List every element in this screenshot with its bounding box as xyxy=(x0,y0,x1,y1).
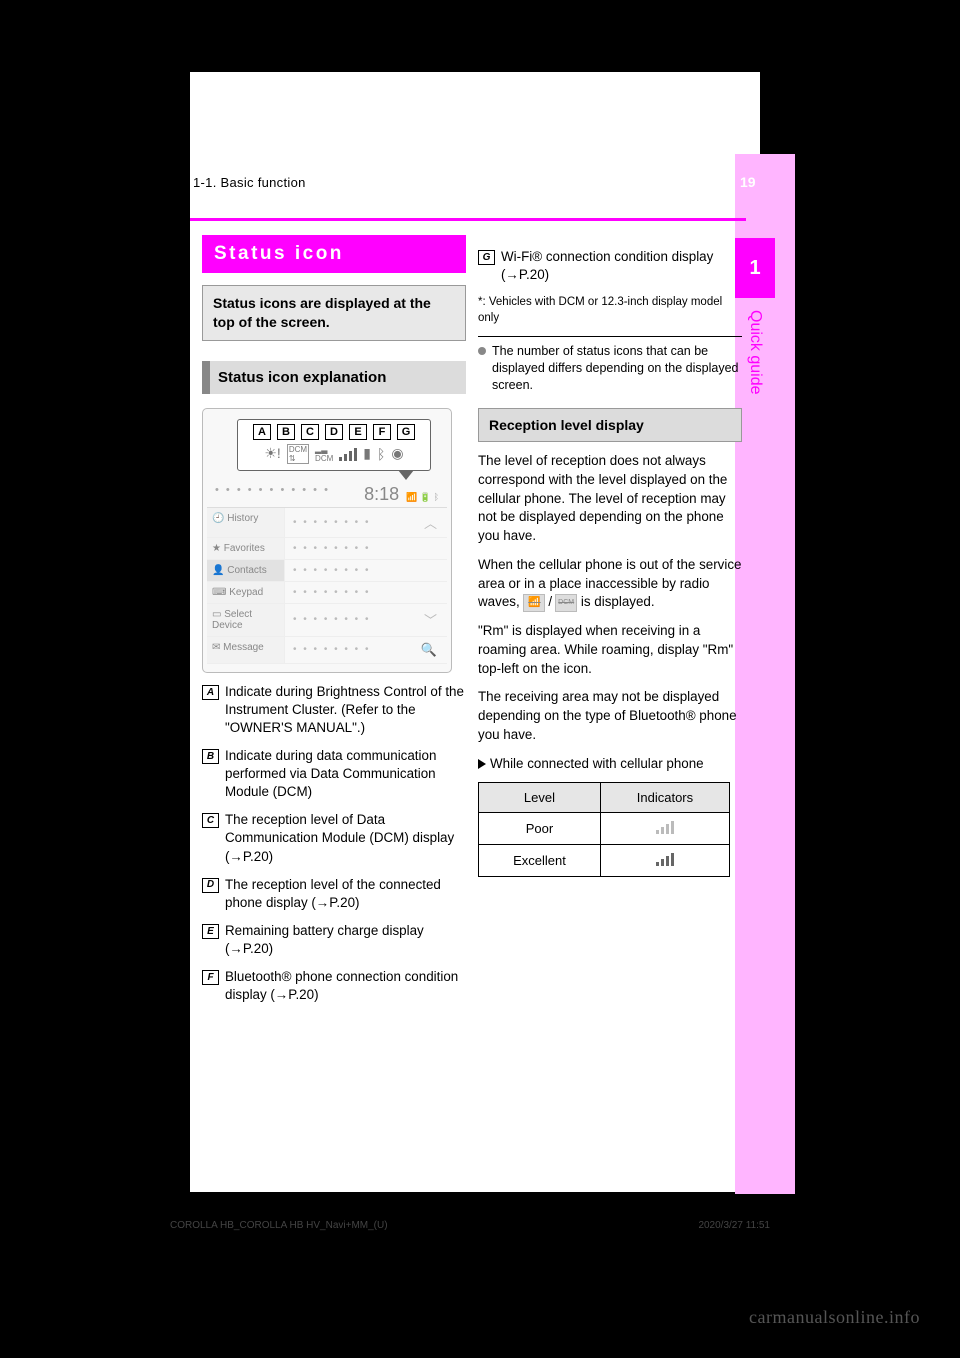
th-indicators: Indicators xyxy=(600,782,729,812)
table-header-row: Level Indicators xyxy=(479,782,730,812)
ss-statusbar: • • • • • • • • • • • 8:18 📶 🔋 ᛒ xyxy=(207,481,447,507)
th-level: Level xyxy=(479,782,601,812)
ss-row-keypad: ⌨ Keypad• • • • • • • • xyxy=(207,582,447,604)
signal-table: Level Indicators Poor Excellent xyxy=(478,782,730,877)
battery-icon: ▮ xyxy=(363,445,371,462)
def-e: ERemaining battery charge display (→P.20… xyxy=(202,922,466,958)
header-rule xyxy=(190,218,746,221)
footnote-g: *: Vehicles with DCM or 12.3-inch displa… xyxy=(478,294,742,326)
table-row: Poor xyxy=(479,812,730,844)
callout-letter: G xyxy=(397,424,415,440)
page-number: 19 xyxy=(740,174,756,190)
cell-indicator xyxy=(600,844,729,876)
ss-row-favorites: ★ Favorites• • • • • • • • xyxy=(207,538,447,560)
callout-box: A B C D E F G ☀︎! DCM⇅ ▂▃DCM ▮ ᛒ ◉ xyxy=(237,419,431,471)
cell-level: Excellent xyxy=(479,844,601,876)
ss-menu: 🕘 History• • • • • • • •︿ ★ Favorites• •… xyxy=(207,507,447,664)
reception-heading: Reception level display xyxy=(478,408,742,442)
dcm-signal-icon: ▂▃DCM xyxy=(315,445,333,463)
footer-right: 2020/3/27 11:51 xyxy=(698,1220,770,1231)
recv-para-3: "Rm" is displayed when receiving in a ro… xyxy=(478,622,742,678)
footer-left: COROLLA HB_COROLLA HB HV_Navi+MM_(U) xyxy=(170,1220,388,1231)
signal-icon xyxy=(339,447,357,461)
callout-labels: A B C D E F G xyxy=(244,424,424,440)
no-dcm-icon: DCM xyxy=(555,594,577,612)
def-a: AIndicate during Brightness Control of t… xyxy=(202,683,466,737)
no-signal-icon: 📶 xyxy=(523,594,545,612)
section-title: Status icon xyxy=(202,235,466,273)
def-c: CThe reception level of Data Communicati… xyxy=(202,811,466,865)
footer: COROLLA HB_COROLLA HB HV_Navi+MM_(U) 202… xyxy=(170,1220,770,1231)
def-d: DThe reception level of the connected ph… xyxy=(202,876,466,912)
ss-row-select-device: ▭ Select Device• • • • • • • •﹀ xyxy=(207,604,447,637)
def-f: FBluetooth® phone connection condition d… xyxy=(202,968,466,1004)
watermark: carmanualsonline.info xyxy=(749,1307,920,1328)
ss-row-message: ✉ Message• • • • • • • •🔍 xyxy=(207,637,447,664)
cell-level: Poor xyxy=(479,812,601,844)
recv-para-1: The level of reception does not always c… xyxy=(478,452,742,546)
brightness-icon: ☀︎! xyxy=(264,445,280,462)
def-b: BIndicate during data communication perf… xyxy=(202,747,466,801)
breadcrumb: 1-1. Basic function xyxy=(193,175,306,190)
recv-para-4: The receiving area may not be displayed … xyxy=(478,688,742,744)
cellular-heading: While connected with cellular phone xyxy=(478,755,742,774)
wifi-icon: ◉ xyxy=(391,445,403,462)
bluetooth-icon: ᛒ xyxy=(377,446,385,462)
ss-row-contacts: 👤 Contacts• • • • • • • • xyxy=(207,560,447,582)
ss-row-history: 🕘 History• • • • • • • •︿ xyxy=(207,508,447,538)
callout-letter: E xyxy=(349,424,367,440)
ui-screenshot: A B C D E F G ☀︎! DCM⇅ ▂▃DCM ▮ ᛒ ◉ • • •… xyxy=(202,408,452,673)
note-rule xyxy=(478,336,742,337)
note-bullet: The number of status icons that can be d… xyxy=(478,343,742,394)
ss-time: 8:18 xyxy=(364,484,403,504)
icon-row: ☀︎! DCM⇅ ▂▃DCM ▮ ᛒ ◉ xyxy=(244,444,424,464)
intro-box: Status icons are displayed at the top of… xyxy=(202,285,466,341)
callout-letter: F xyxy=(373,424,391,440)
cell-indicator xyxy=(600,812,729,844)
callout-letter: B xyxy=(277,424,295,440)
dcm-data-icon: DCM⇅ xyxy=(287,444,309,464)
def-g: GWi-Fi® connection condition display (→P… xyxy=(478,248,742,284)
callout-letter: D xyxy=(325,424,343,440)
recv-para-2: When the cellular phone is out of the se… xyxy=(478,556,742,612)
table-row: Excellent xyxy=(479,844,730,876)
callout-letter: C xyxy=(301,424,319,440)
ss-dots: • • • • • • • • • • • xyxy=(215,484,330,505)
callout-letter: A xyxy=(253,424,271,440)
subsection-title: Status icon explanation xyxy=(202,361,466,394)
